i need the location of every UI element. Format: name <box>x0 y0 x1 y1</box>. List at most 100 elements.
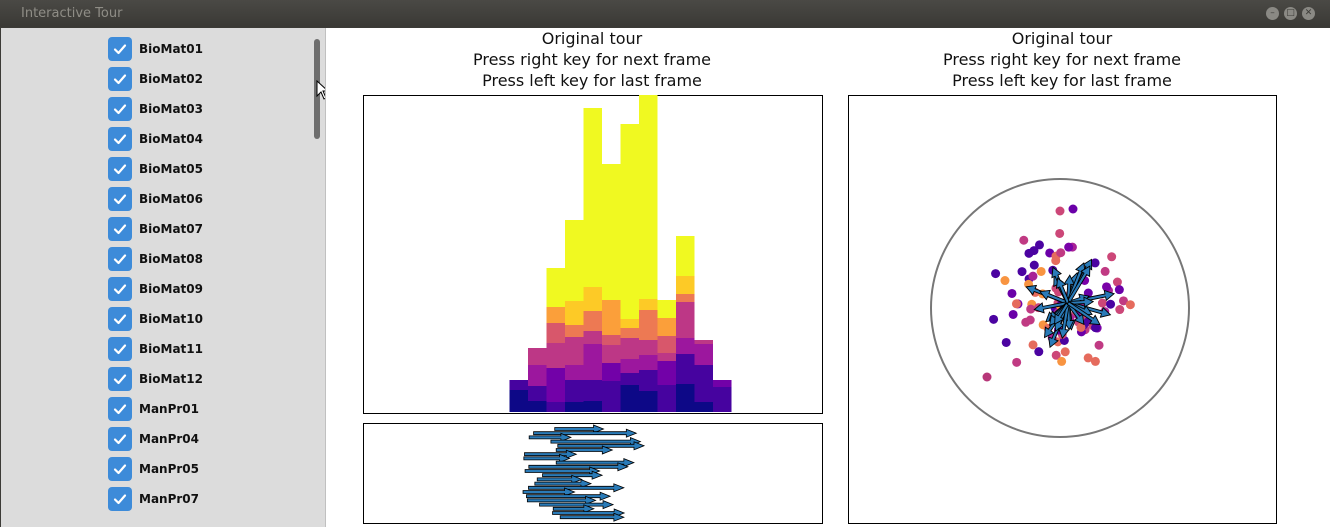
minimize-icon[interactable]: – <box>1266 7 1279 20</box>
checkbox-item[interactable]: BioMat02 <box>108 67 203 91</box>
histogram-bar-segment <box>546 368 565 402</box>
checkbox-icon[interactable] <box>108 247 132 271</box>
scatter-point <box>1125 300 1135 310</box>
scatter-point <box>1008 309 1018 319</box>
histogram-bar-segment <box>694 344 713 365</box>
histogram-bar-segment <box>620 170 639 191</box>
histogram-bar-segment <box>676 338 695 354</box>
checkbox-label: BioMat10 <box>139 312 203 326</box>
histogram-bar-segment <box>620 271 639 299</box>
checkbox-icon[interactable] <box>108 37 132 61</box>
histogram-bar-segment <box>657 304 676 318</box>
histogram-bar-segment <box>546 307 565 323</box>
checkbox-item[interactable]: ManPr04 <box>108 427 199 451</box>
histogram-bar-segment <box>509 380 528 390</box>
scatter-point <box>1001 337 1011 347</box>
checkbox-icon[interactable] <box>108 187 132 211</box>
checkbox-item[interactable]: BioMat12 <box>108 367 203 391</box>
strip-variable-label <box>643 460 650 484</box>
histogram-bar-segment <box>528 348 547 365</box>
histogram-bar-segment <box>620 299 639 319</box>
strip-variable-label <box>702 464 708 487</box>
histogram-bar-segment <box>602 188 621 214</box>
checkbox-icon[interactable] <box>108 67 132 91</box>
histogram-bar-segment <box>620 191 639 208</box>
scatter-point <box>1034 347 1044 357</box>
checkbox-item[interactable]: BioMat01 <box>108 37 203 61</box>
checkbox-item[interactable]: BioMat08 <box>108 247 203 271</box>
checkbox-item[interactable]: BioMat03 <box>108 97 203 121</box>
histogram-bar-segment <box>583 344 602 380</box>
histogram-bar-segment <box>620 338 639 359</box>
histogram-bar-segment <box>620 127 639 148</box>
histogram-bar-segment <box>583 117 602 134</box>
maximize-icon[interactable]: □ <box>1284 7 1297 20</box>
histogram-bar-segment <box>583 401 602 412</box>
checkbox-item[interactable]: BioMat11 <box>108 337 203 361</box>
histogram-bar-segment <box>583 172 602 193</box>
scatter-point <box>1090 258 1100 268</box>
histogram-bar-segment <box>694 340 713 344</box>
checkbox-item[interactable]: BioMat05 <box>108 157 203 181</box>
scatter-point <box>1019 235 1029 245</box>
checkbox-item[interactable]: ManPr01 <box>108 397 199 421</box>
checkbox-icon[interactable] <box>108 217 132 241</box>
window-title: Interactive Tour <box>21 6 123 21</box>
checkbox-icon[interactable] <box>108 397 132 421</box>
checkbox-label: BioMat12 <box>139 372 203 386</box>
histogram-bar-segment <box>528 401 547 412</box>
histogram-bar-segment <box>602 214 621 229</box>
checkbox-label: BioMat08 <box>139 252 203 266</box>
checkbox-label: BioMat07 <box>139 222 203 236</box>
checkbox-icon[interactable] <box>108 487 132 511</box>
scatter-point <box>1026 304 1036 314</box>
checkbox-icon[interactable] <box>108 157 132 181</box>
unit-circle <box>930 178 1190 438</box>
checkbox-icon[interactable] <box>108 337 132 361</box>
histogram-bar-segment <box>565 301 584 325</box>
histogram-bar-segment <box>565 220 584 221</box>
checkbox-item[interactable]: BioMat06 <box>108 187 203 211</box>
strip-arrow <box>557 441 646 451</box>
histogram-bar-segment <box>602 363 621 381</box>
scatter-point <box>1064 242 1074 252</box>
checkbox-label: BioMat05 <box>139 162 203 176</box>
scatter-point <box>1055 228 1065 238</box>
checkbox-icon[interactable] <box>108 427 132 451</box>
two-d-projection-scatter[interactable] <box>848 95 1278 525</box>
checkbox-item[interactable]: BioMat10 <box>108 307 203 331</box>
checkbox-item[interactable]: BioMat07 <box>108 217 203 241</box>
histogram-bar-segment <box>639 391 658 412</box>
histogram-bar-segment <box>583 108 602 117</box>
strip-variable-label <box>603 427 609 448</box>
checkbox-item[interactable]: ManPr07 <box>108 487 199 511</box>
scatter-variable-label <box>1184 285 1190 306</box>
checkbox-icon[interactable] <box>108 277 132 301</box>
checkbox-item[interactable]: BioMat09 <box>108 277 203 301</box>
histogram-bar-segment <box>639 299 658 310</box>
scatter-point <box>1097 298 1107 308</box>
histogram-bar-segment <box>583 230 602 243</box>
strip-arrow <box>542 470 604 480</box>
scatter-point <box>1028 271 1038 281</box>
scatter-point <box>1106 299 1116 309</box>
checkbox-icon[interactable] <box>108 97 132 121</box>
histogram-bar-segment <box>565 266 584 279</box>
histogram-bar-segment <box>602 335 621 345</box>
checkbox-icon[interactable] <box>108 367 132 391</box>
close-icon[interactable]: ✕ <box>1302 7 1315 20</box>
histogram-bar-segment <box>639 310 658 340</box>
checkbox-item[interactable]: BioMat04 <box>108 127 203 151</box>
checkbox-icon[interactable] <box>108 127 132 151</box>
scatter-point <box>1102 282 1112 292</box>
histogram-bar-segment <box>657 336 676 353</box>
strip-arrow <box>533 428 638 438</box>
checkbox-icon[interactable] <box>108 307 132 331</box>
histogram-bar-segment <box>583 287 602 311</box>
checkbox-icon[interactable] <box>108 457 132 481</box>
checkbox-item[interactable]: ManPr05 <box>108 457 199 481</box>
scatter-variable-label <box>1133 279 1139 300</box>
scatter-point <box>1112 277 1122 287</box>
histogram-bar-segment <box>639 253 658 283</box>
scatter-point <box>1017 267 1027 277</box>
